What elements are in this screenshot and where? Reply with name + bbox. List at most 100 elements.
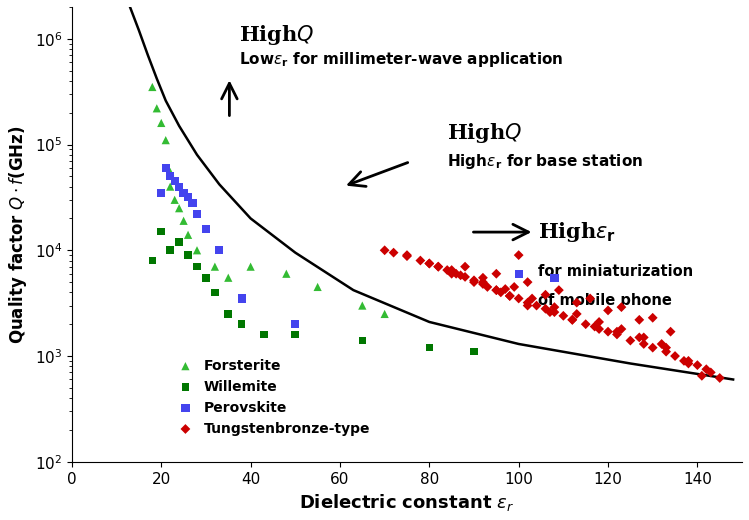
Tungstenbronze-type <box>571 298 583 307</box>
Willemite <box>423 344 435 352</box>
Perovskite <box>187 199 198 207</box>
Tungstenbronze-type <box>682 357 694 365</box>
Tungstenbronze-type <box>432 263 444 271</box>
Tungstenbronze-type <box>553 286 565 294</box>
Tungstenbronze-type <box>625 336 637 345</box>
Tungstenbronze-type <box>441 266 453 274</box>
Forsterite <box>245 263 257 271</box>
Perovskite <box>169 177 181 185</box>
Forsterite <box>191 246 203 254</box>
Tungstenbronze-type <box>509 283 521 291</box>
Perovskite <box>173 183 185 191</box>
Tungstenbronze-type <box>491 286 503 294</box>
Tungstenbronze-type <box>468 276 480 284</box>
Forsterite <box>155 119 167 127</box>
Willemite <box>357 336 369 345</box>
Tungstenbronze-type <box>634 316 646 324</box>
Tungstenbronze-type <box>491 269 503 278</box>
Tungstenbronze-type <box>432 263 444 271</box>
Perovskite <box>182 193 194 201</box>
Forsterite <box>169 196 181 204</box>
Tungstenbronze-type <box>491 286 503 294</box>
Willemite <box>209 288 221 296</box>
Tungstenbronze-type <box>504 292 516 300</box>
Tungstenbronze-type <box>521 278 533 287</box>
Tungstenbronze-type <box>423 259 435 268</box>
Tungstenbronze-type <box>521 302 533 310</box>
Tungstenbronze-type <box>379 246 391 254</box>
Tungstenbronze-type <box>401 252 413 261</box>
Tungstenbronze-type <box>530 302 542 310</box>
Tungstenbronze-type <box>512 251 524 259</box>
Perovskite <box>155 189 167 197</box>
Tungstenbronze-type <box>459 263 471 271</box>
Forsterite <box>164 168 176 176</box>
Perovskite <box>289 320 301 328</box>
Tungstenbronze-type <box>593 318 605 326</box>
Forsterite <box>209 263 221 271</box>
Tungstenbronze-type <box>446 269 458 278</box>
Tungstenbronze-type <box>539 305 551 313</box>
Tungstenbronze-type <box>446 266 458 274</box>
Tungstenbronze-type <box>700 365 712 373</box>
Tungstenbronze-type <box>580 320 592 328</box>
Tungstenbronze-type <box>691 361 703 369</box>
Tungstenbronze-type <box>539 291 551 299</box>
Willemite <box>222 310 234 318</box>
Tungstenbronze-type <box>602 328 614 336</box>
Perovskite <box>160 164 172 172</box>
Forsterite <box>151 104 163 112</box>
Tungstenbronze-type <box>521 298 533 307</box>
Tungstenbronze-type <box>602 306 614 315</box>
Text: High$\it{Q}$: High$\it{Q}$ <box>240 23 315 47</box>
Tungstenbronze-type <box>660 344 672 352</box>
Forsterite <box>379 310 391 318</box>
Y-axis label: Quality factor $Q \cdot f$(GHz): Quality factor $Q \cdot f$(GHz) <box>7 125 29 344</box>
Tungstenbronze-type <box>468 278 480 287</box>
Perovskite <box>236 294 248 303</box>
Tungstenbronze-type <box>477 280 489 288</box>
Tungstenbronze-type <box>705 368 717 376</box>
Tungstenbronze-type <box>450 269 462 278</box>
Willemite <box>468 347 480 356</box>
Tungstenbronze-type <box>544 308 556 316</box>
Forsterite <box>222 274 234 282</box>
Tungstenbronze-type <box>401 251 413 259</box>
Tungstenbronze-type <box>584 294 596 303</box>
Tungstenbronze-type <box>646 344 658 352</box>
Tungstenbronze-type <box>500 285 512 293</box>
Willemite <box>236 320 248 328</box>
Tungstenbronze-type <box>477 278 489 287</box>
Tungstenbronze-type <box>678 357 690 365</box>
Text: High$\varepsilon_\mathbf{r}$: High$\varepsilon_\mathbf{r}$ <box>538 220 616 244</box>
Tungstenbronze-type <box>696 372 708 380</box>
Tungstenbronze-type <box>512 294 524 303</box>
Tungstenbronze-type <box>414 256 426 265</box>
Tungstenbronze-type <box>616 325 628 333</box>
Willemite <box>258 330 270 339</box>
Perovskite <box>191 210 203 218</box>
Tungstenbronze-type <box>482 283 494 291</box>
Willemite <box>289 330 301 339</box>
Forsterite <box>146 83 158 91</box>
Tungstenbronze-type <box>611 328 623 336</box>
Perovskite <box>512 269 524 278</box>
Tungstenbronze-type <box>634 333 646 342</box>
Tungstenbronze-type <box>548 308 560 316</box>
Tungstenbronze-type <box>455 271 467 279</box>
Perovskite <box>200 225 212 233</box>
Tungstenbronze-type <box>526 294 538 303</box>
Perovskite <box>164 172 176 180</box>
Tungstenbronze-type <box>477 274 489 282</box>
Tungstenbronze-type <box>638 333 650 342</box>
Forsterite <box>312 283 324 291</box>
Willemite <box>173 238 185 246</box>
Tungstenbronze-type <box>566 316 578 324</box>
Tungstenbronze-type <box>616 303 628 311</box>
Tungstenbronze-type <box>459 273 471 281</box>
Tungstenbronze-type <box>504 292 516 300</box>
Tungstenbronze-type <box>557 311 569 320</box>
Willemite <box>164 246 176 254</box>
Tungstenbronze-type <box>655 340 667 348</box>
Willemite <box>146 256 158 265</box>
